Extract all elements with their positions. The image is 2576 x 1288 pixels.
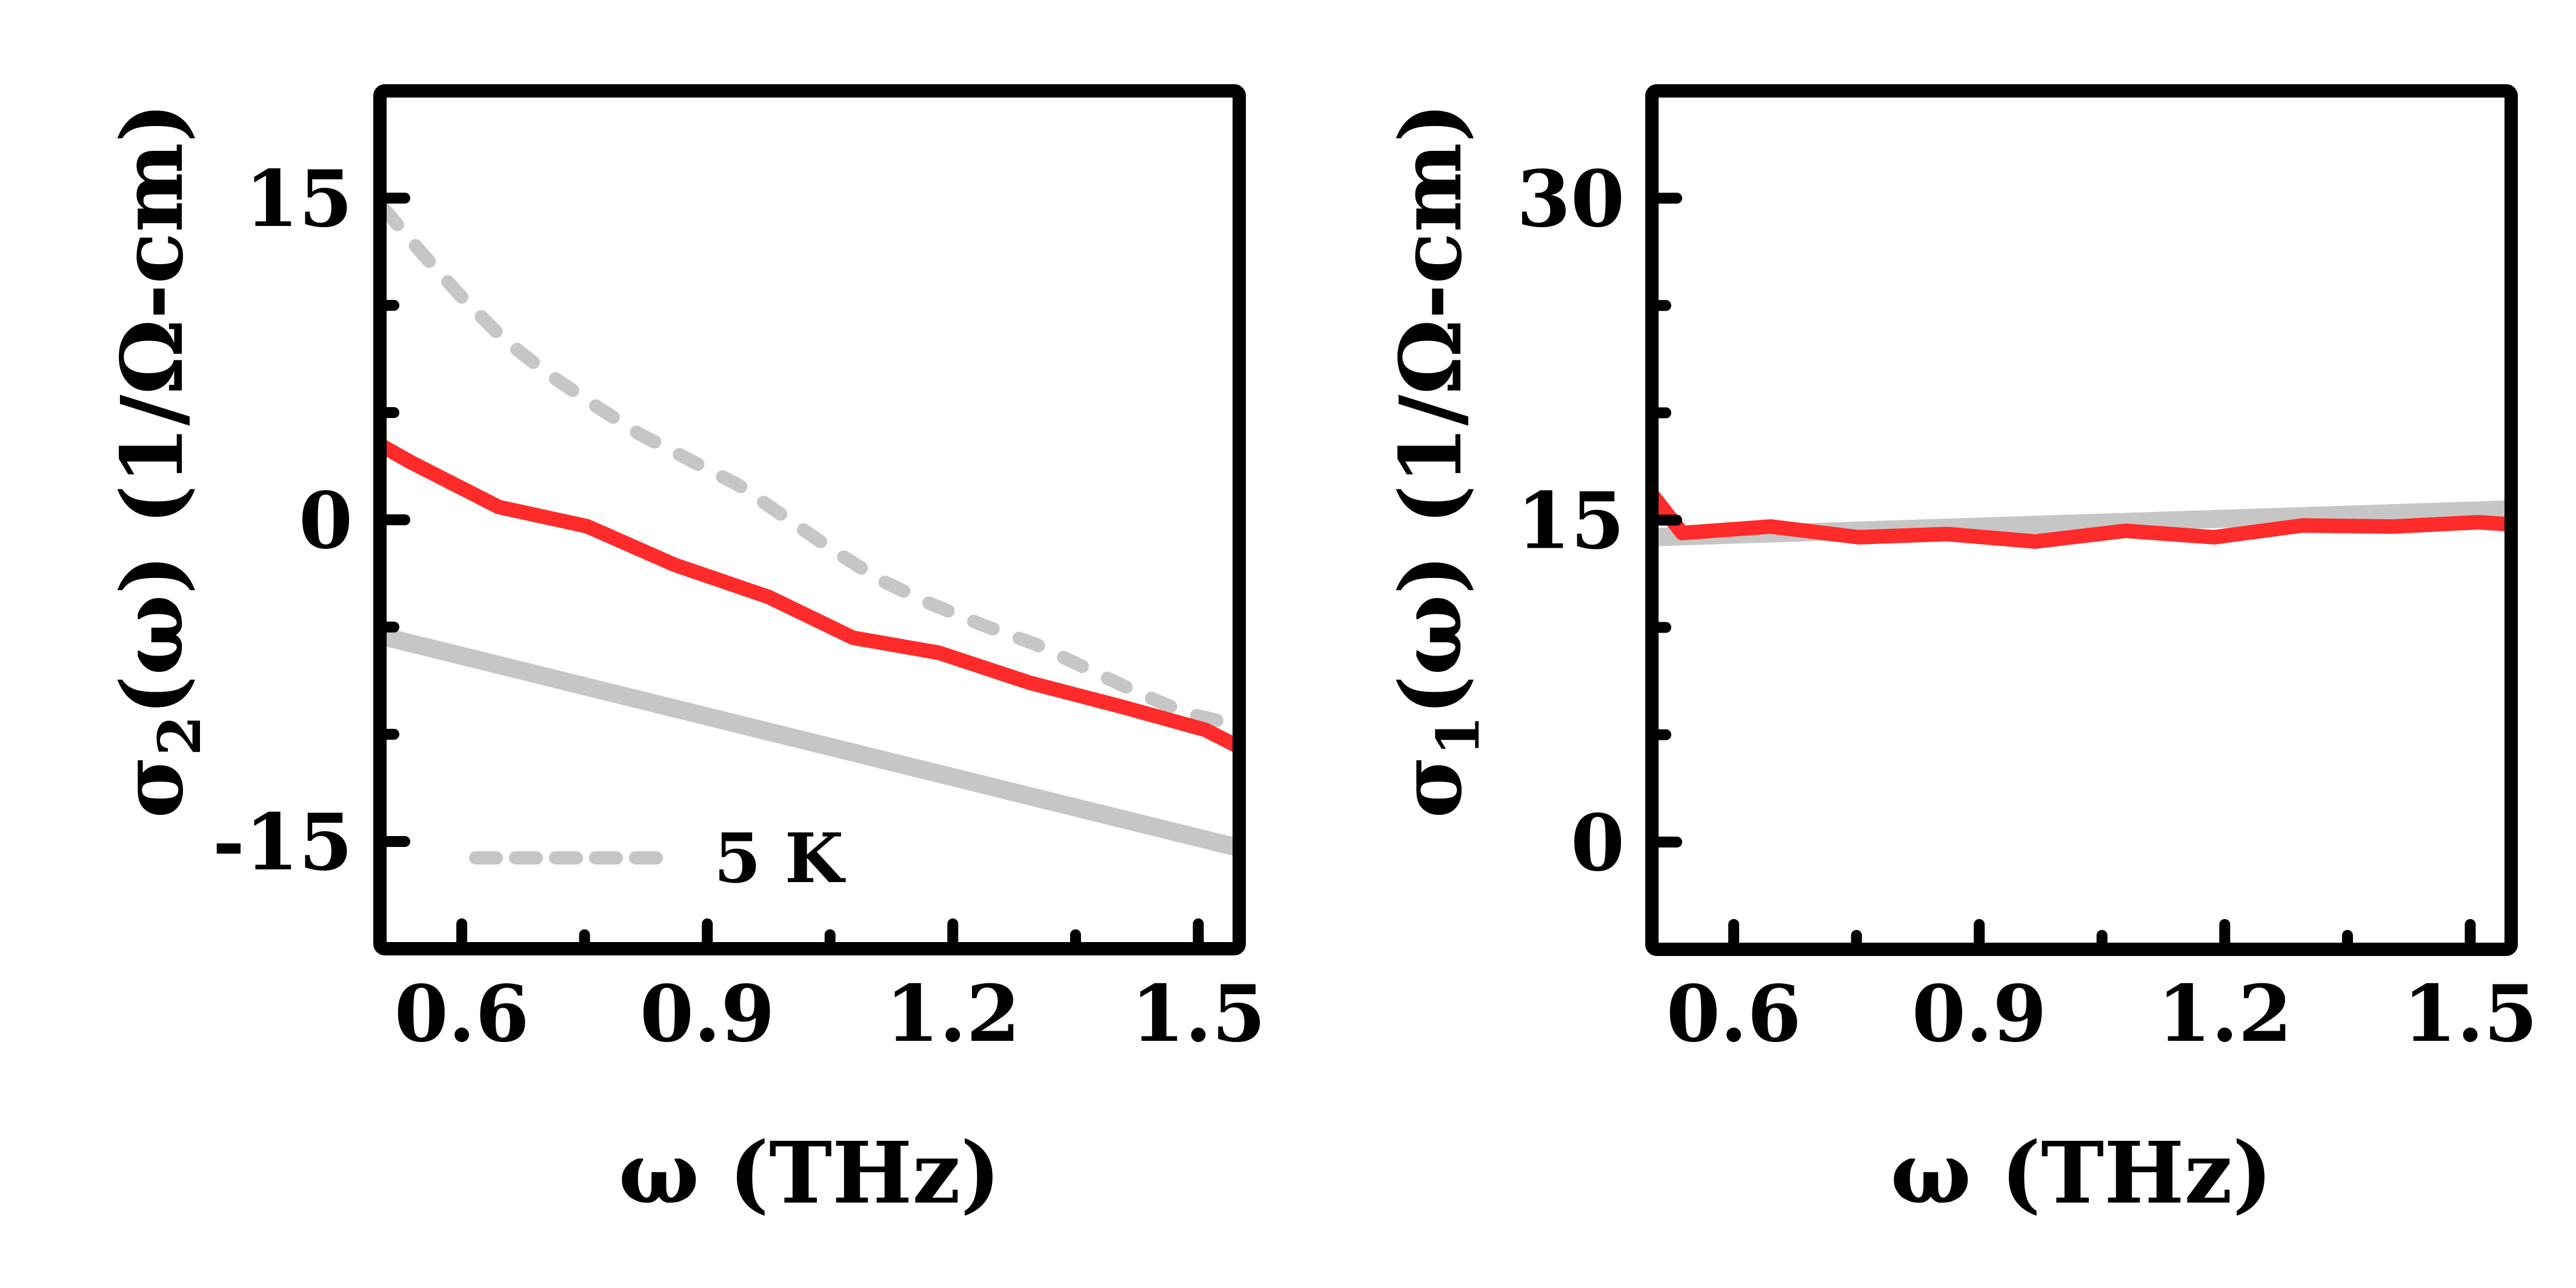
- y-tick-label: 30: [1517, 154, 1625, 245]
- x-tick-label: 1.5: [1131, 969, 1266, 1060]
- x-tick-label: 0.9: [1912, 969, 2047, 1060]
- panel-sigma1: 0.6 0.9 1.2 1.5 0 15 30 ω (THz) σ1(ω) (1/Ω-cm): [1382, 84, 2538, 1223]
- series-line-5-k: [380, 202, 1239, 732]
- x-tick-label: 1.2: [2157, 969, 2292, 1060]
- x-tick-label: 0.6: [1666, 969, 1802, 1060]
- y-axis-label: σ1(ω) (1/Ω-cm): [1382, 102, 1493, 818]
- plot-frame: [373, 84, 1246, 955]
- tick-label-layer: 0.6 0.9 1.2 1.5 -15 0 15: [213, 154, 1266, 1060]
- y-tick-label: 0: [1571, 798, 1625, 889]
- legend-label-5k: 5 K: [714, 819, 846, 898]
- tick-layer: [1653, 193, 2476, 948]
- plot-frame: [1645, 84, 2518, 956]
- y-tick-label: 15: [245, 154, 353, 245]
- series-line-fit: [380, 626, 1239, 857]
- tick-label-layer: 0.6 0.9 1.2 1.5 0 15 30: [1517, 154, 2538, 1060]
- x-tick-label: 1.5: [2403, 969, 2538, 1060]
- y-tick-label: 0: [299, 476, 353, 566]
- y-axis-label-rest: (ω) (1/Ω-cm): [103, 102, 202, 715]
- tick-layer: [381, 193, 1204, 948]
- y-axis-label-symbol: σ: [103, 756, 202, 818]
- series-line-measured: [1652, 490, 2511, 549]
- y-axis-label-rest: (ω) (1/Ω-cm): [1382, 102, 1481, 715]
- y-axis-label-symbol: σ: [1382, 756, 1481, 818]
- series-layer: [1652, 490, 2511, 549]
- series-layer: [380, 202, 1239, 857]
- legend: 5 K: [469, 819, 846, 898]
- y-tick-label: 15: [1517, 476, 1625, 567]
- x-axis-label: ω (THz): [619, 1124, 1000, 1223]
- x-tick-label: 0.6: [394, 969, 530, 1060]
- panel-sigma2: 0.6 0.9 1.2 1.5 -15 0 15 5 K ω (THz) σ2(ω) (1/…: [103, 84, 1266, 1223]
- y-axis-label-subscript: 2: [145, 715, 214, 756]
- x-tick-label: 0.9: [640, 969, 775, 1060]
- y-axis-label: σ2(ω) (1/Ω-cm): [103, 102, 214, 818]
- series-line-measured: [380, 438, 1239, 754]
- x-axis-label: ω (THz): [1891, 1124, 2272, 1223]
- y-tick-label: -15: [213, 797, 353, 888]
- x-tick-label: 1.2: [885, 969, 1020, 1060]
- y-axis-label-subscript: 1: [1424, 715, 1493, 756]
